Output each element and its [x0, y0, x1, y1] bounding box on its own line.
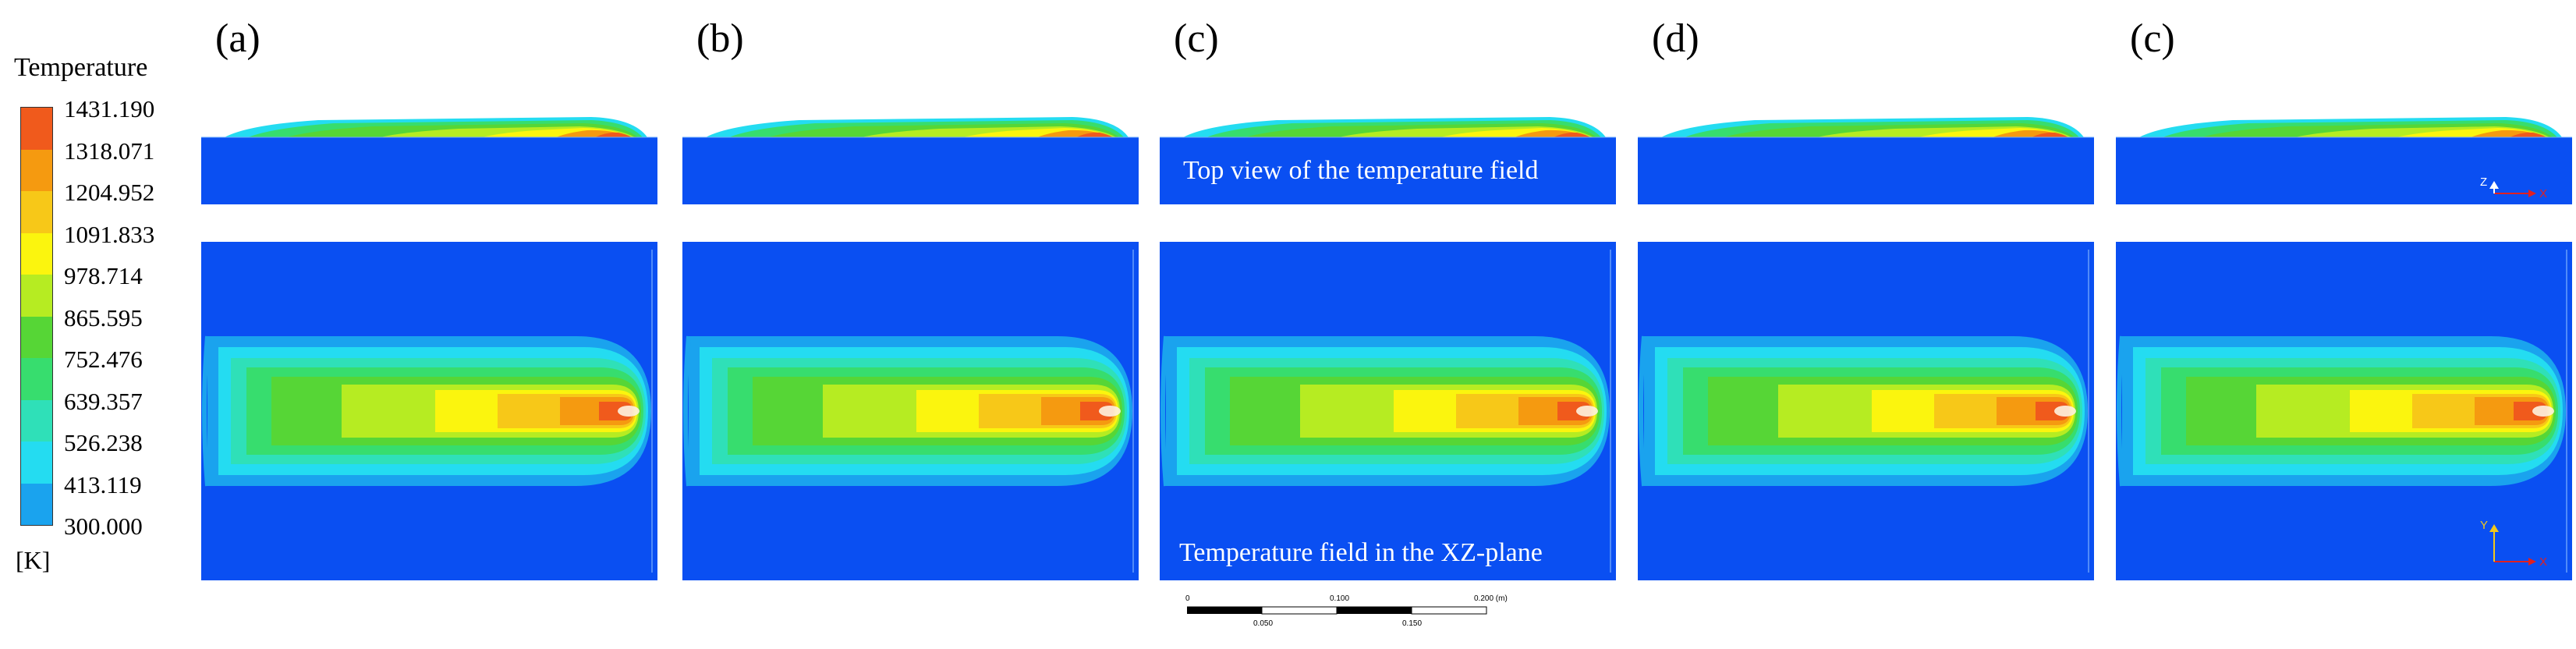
panel: (a) [201, 0, 657, 649]
xz-plane-plot [1638, 242, 2094, 580]
bead-contour [595, 132, 632, 137]
panel: (b) [682, 0, 1139, 649]
colorbar-band [21, 442, 52, 484]
colorbar-band [21, 275, 52, 317]
top-view-plot [201, 117, 657, 204]
colorbar-tick-label: 1318.071 [64, 137, 155, 165]
panel: (d) [1638, 0, 2094, 649]
top-view-plot [1160, 117, 1616, 204]
top-view-annotation: Top view of the temperature field [1183, 156, 1539, 185]
bead-contour [1076, 132, 1113, 137]
colorbar-tick-label: 526.238 [64, 429, 143, 456]
triad-x-label: X [2539, 187, 2547, 200]
axis-triad: XZ [2480, 176, 2547, 200]
xz-plane-plot [1160, 242, 1616, 580]
top-view-plot: XZ [2116, 117, 2572, 204]
panel-label: (a) [215, 16, 260, 61]
colorbar [20, 107, 53, 526]
colorbar-tick-label: 865.595 [64, 303, 143, 332]
scale-seg-3 [1337, 607, 1412, 614]
panel: (c) Top view of the temperature field Temp… [1160, 0, 1616, 649]
bead-contour [2032, 132, 2068, 137]
colorbar-band [21, 191, 52, 233]
xz-plane-plot [201, 242, 657, 580]
colorbar-band [21, 358, 52, 400]
colorbar-band [21, 316, 52, 358]
colorbar-band [21, 232, 52, 275]
colorbar-tick-label: 639.357 [64, 387, 143, 415]
scale-seg-1 [1187, 607, 1262, 614]
panel-label: (c) [1174, 16, 1219, 61]
colorbar-tick-label: 1431.190 [64, 95, 155, 122]
top-view-plot [682, 117, 1139, 204]
panel-label: (c) [2130, 16, 2175, 61]
scale-seg-4 [1411, 606, 1487, 615]
scale-label-0: 0 [1185, 594, 1190, 603]
bead-contour [2510, 132, 2546, 137]
colorbar-ticks: 1431.190 1318.071 1204.952 1091.833 978.714 8… [64, 95, 220, 538]
colorbar-band [21, 108, 52, 150]
scale-bar: 0 0.100 0.200 (m) 0.050 0.150 [1185, 594, 1508, 628]
colorbar-band [21, 399, 52, 442]
scale-label-0050: 0.050 [1253, 619, 1273, 628]
triad-vertical-label: Y [2480, 519, 2488, 532]
colorbar-band [21, 149, 52, 191]
colorbar-tick-label: 978.714 [64, 262, 143, 289]
triad-vertical-label: Z [2480, 176, 2487, 189]
panel-label: (d) [1652, 16, 1699, 61]
colorbar-tick-label: 1204.952 [64, 179, 155, 206]
xz-plane-plot: XY [2116, 242, 2572, 580]
legend-title: Temperature [14, 53, 148, 82]
scale-label-0100: 0.100 [1330, 594, 1349, 603]
scale-label-0200: 0.200 (m) [1474, 594, 1508, 603]
panel: (c) X Z X Y [2116, 0, 2572, 649]
panel-label: (b) [696, 16, 744, 61]
triad-x-label: X [2539, 555, 2547, 569]
legend-unit: [K] [16, 546, 51, 574]
top-view-plot [1638, 117, 2094, 204]
colorbar-band [21, 483, 52, 525]
colorbar-tick-label: 752.476 [64, 346, 143, 373]
xz-plane-plot [682, 242, 1139, 580]
axis-triad: XY [2480, 519, 2547, 569]
xz-plane-annotation: Temperature field in the XZ-plane [1179, 538, 1543, 567]
colorbar-tick-label: 300.000 [64, 512, 143, 540]
colorbar-tick-label: 413.119 [64, 470, 142, 498]
bead-contour [1554, 132, 1590, 137]
scale-label-0150: 0.150 [1402, 619, 1422, 628]
scale-seg-2 [1261, 606, 1338, 615]
colorbar-tick-label: 1091.833 [64, 220, 155, 248]
